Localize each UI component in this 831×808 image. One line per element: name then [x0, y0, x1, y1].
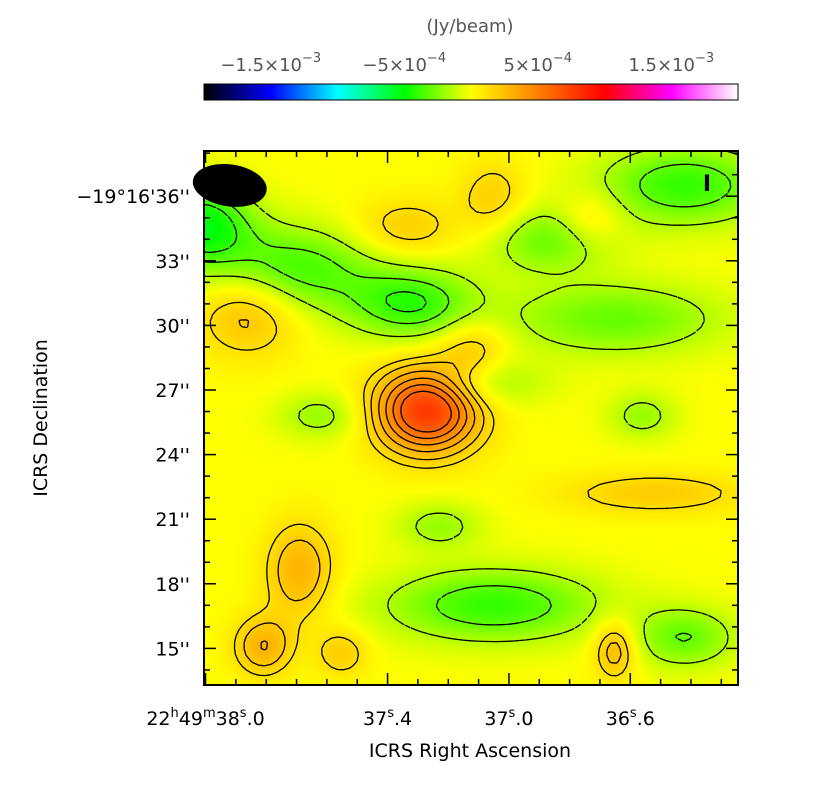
colorbar-tick-mantissa: −1.5×10: [220, 55, 302, 76]
colorbar-tick-exponent: −3: [302, 51, 321, 66]
contour-level-0: [204, 203, 428, 313]
x-tick-label-2: 37s.0: [484, 706, 533, 730]
colorbar-label: (Jy/beam): [426, 16, 513, 37]
x-tick-part: 37: [484, 708, 508, 730]
colorbar-tick-label-2: 5×10−4: [503, 51, 572, 76]
y-tick-label-4: 27'': [155, 380, 190, 402]
x-tick-unit: h: [171, 706, 179, 721]
x-tick-part: .0: [515, 708, 533, 730]
heatmap-image-holder: [204, 151, 738, 685]
colorbar-tick-label-3: 1.5×10−3: [628, 51, 714, 76]
x-axis-title: ICRS Right Ascension: [369, 740, 571, 762]
x-tick-part: .0: [247, 708, 265, 730]
stokes-label: I: [703, 172, 711, 197]
colorbar-tick-label-1: −5×10−4: [362, 51, 446, 76]
x-tick-part: 36: [606, 708, 630, 730]
x-tick-label-1: 37s.4: [363, 706, 412, 730]
x-tick-part: 22: [146, 708, 170, 730]
x-tick-unit: s: [509, 706, 516, 721]
contour-level-2: [204, 151, 738, 664]
colorbar-tick-mantissa: −5×10: [362, 55, 427, 76]
y-tick-labels: 15'' 18'' 21'' 24'' 27'' 30'' 33'' −19°16'36'': [76, 186, 190, 660]
x-tick-part: 49: [179, 708, 203, 730]
contour-level-3: [209, 172, 722, 677]
axis-ticks: [204, 151, 738, 685]
colorbar-tick-mantissa: 1.5×10: [628, 55, 695, 76]
colorbar-tick-exponent: −4: [427, 51, 446, 66]
y-tick-label-1: 18'': [155, 574, 190, 596]
y-tick-label-5: 30'': [155, 315, 190, 337]
heatmap-image: [204, 151, 738, 685]
colorbar-tick-exponent: −3: [695, 51, 714, 66]
y-tick-label-7: −19°16'36'': [76, 186, 190, 208]
plot-frame: [203, 150, 739, 686]
y-tick-label-0: 15'': [155, 638, 190, 660]
heatmap-plot: I: [192, 150, 739, 686]
colorbar-tick-labels: −1.5×10−3 −5×10−4 5×10−4 1.5×10−3: [220, 51, 714, 76]
x-tick-part: .6: [637, 708, 655, 730]
x-tick-unit: s: [387, 706, 394, 721]
x-tick-unit: s: [240, 706, 247, 721]
colorbar-tick-exponent: −4: [553, 51, 572, 66]
colorbar-gradient: [203, 83, 739, 101]
colorbar-tick-label-0: −1.5×10−3: [220, 51, 321, 76]
x-tick-part: .4: [394, 708, 412, 730]
contour-level-6: [385, 377, 468, 446]
x-tick-part: 37: [363, 708, 387, 730]
y-tick-label-6: 33'': [155, 251, 190, 273]
x-tick-unit: m: [203, 706, 216, 721]
contour-level-5: [260, 370, 476, 651]
contour-level-1: [204, 163, 732, 643]
x-tick-labels: 22h49m38s.0 37s.4 37s.0 36s.6: [146, 706, 655, 730]
colorbar: (Jy/beam) −1.5×10−3 −5×10−4 5×10−4 1.5×10−3: [203, 16, 739, 101]
x-tick-unit: s: [630, 706, 637, 721]
contour-level-7: [392, 383, 460, 440]
y-axis-title: ICRS Declination: [30, 339, 52, 497]
x-tick-part: 38: [216, 708, 240, 730]
x-tick-label-3: 36s.6: [606, 706, 655, 730]
contour-level-4: [238, 319, 622, 667]
y-tick-label-2: 21'': [155, 509, 190, 531]
x-tick-label-0: 22h49m38s.0: [146, 706, 264, 730]
contour-lines: [204, 151, 738, 677]
colorbar-tick-mantissa: 5×10: [503, 55, 552, 76]
y-tick-label-3: 24'': [155, 445, 190, 467]
contour-level-8: [400, 390, 453, 433]
